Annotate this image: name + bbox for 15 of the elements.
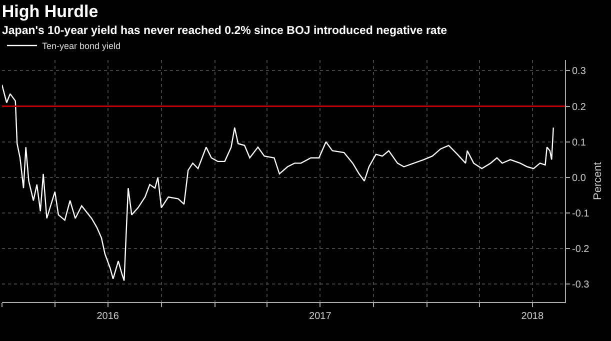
x-tick-label: 2016 [96,311,120,322]
y-tick-label: 0.3 [572,66,586,78]
chart-title: High Hurdle [2,2,98,22]
line-series [2,84,554,282]
chart-subtitle: Japan's 10-year yield has never reached 0.2% since BOJ introduced negative rate [2,25,448,37]
y-axis-title: Percent [592,162,604,200]
legend-label: Ten-year bond yield [42,41,121,52]
y-tick-label: -0.1 [572,208,590,220]
x-tick-label: 2017 [309,311,332,322]
x-tick-label: 2018 [521,311,544,322]
y-tick-label: 0.2 [572,102,586,113]
y-tick-label: 0.0 [572,172,586,184]
y-tick-label: 0.1 [572,137,586,148]
y-tick-label: -0.3 [572,280,590,291]
y-tick-label: -0.2 [572,244,590,256]
